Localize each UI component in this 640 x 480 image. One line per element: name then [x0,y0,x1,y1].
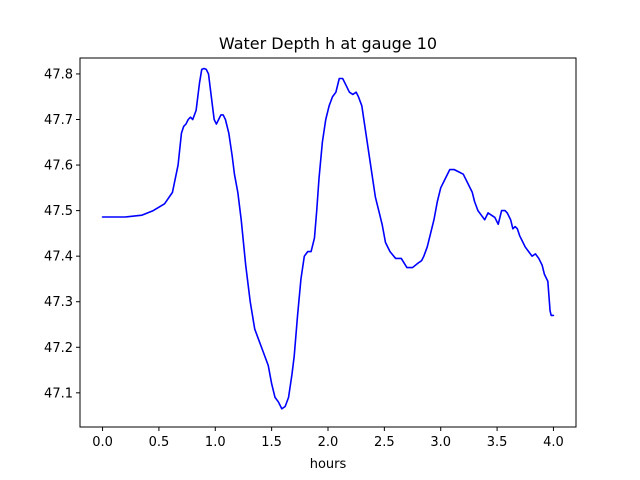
plot-frame [79,57,577,428]
y-tick-label: 47.6 [44,159,73,174]
x-tick-label: 0.5 [149,435,170,450]
x-axis: 0.0 0.5 1.0 1.5 2.0 2.5 3.0 3.5 4.0 [92,427,564,450]
y-tick-label: 47.5 [44,204,73,219]
y-axis: 47.1 47.2 47.3 47.4 47.5 47.6 47.7 47.8 [44,67,80,401]
x-tick-label: 3.0 [430,435,451,450]
x-tick-label: 3.5 [487,435,508,450]
y-tick-label: 47.7 [44,113,73,128]
x-tick-label: 4.0 [543,435,564,450]
y-tick-label: 47.8 [44,67,73,82]
y-tick-label: 47.2 [44,341,73,356]
series-line-0 [101,67,555,410]
chart-title: Water Depth h at gauge 10 [219,34,437,53]
plot-series-group [101,67,555,410]
y-tick-label: 47.3 [44,295,73,310]
y-tick-label: 47.1 [44,386,73,401]
x-axis-label: hours [310,457,347,472]
x-tick-label: 1.5 [261,435,282,450]
x-tick-label: 1.0 [205,435,226,450]
x-tick-label: 0.0 [92,435,113,450]
x-tick-label: 2.0 [318,435,339,450]
y-tick-label: 47.4 [44,250,73,265]
x-tick-label: 2.5 [374,435,395,450]
